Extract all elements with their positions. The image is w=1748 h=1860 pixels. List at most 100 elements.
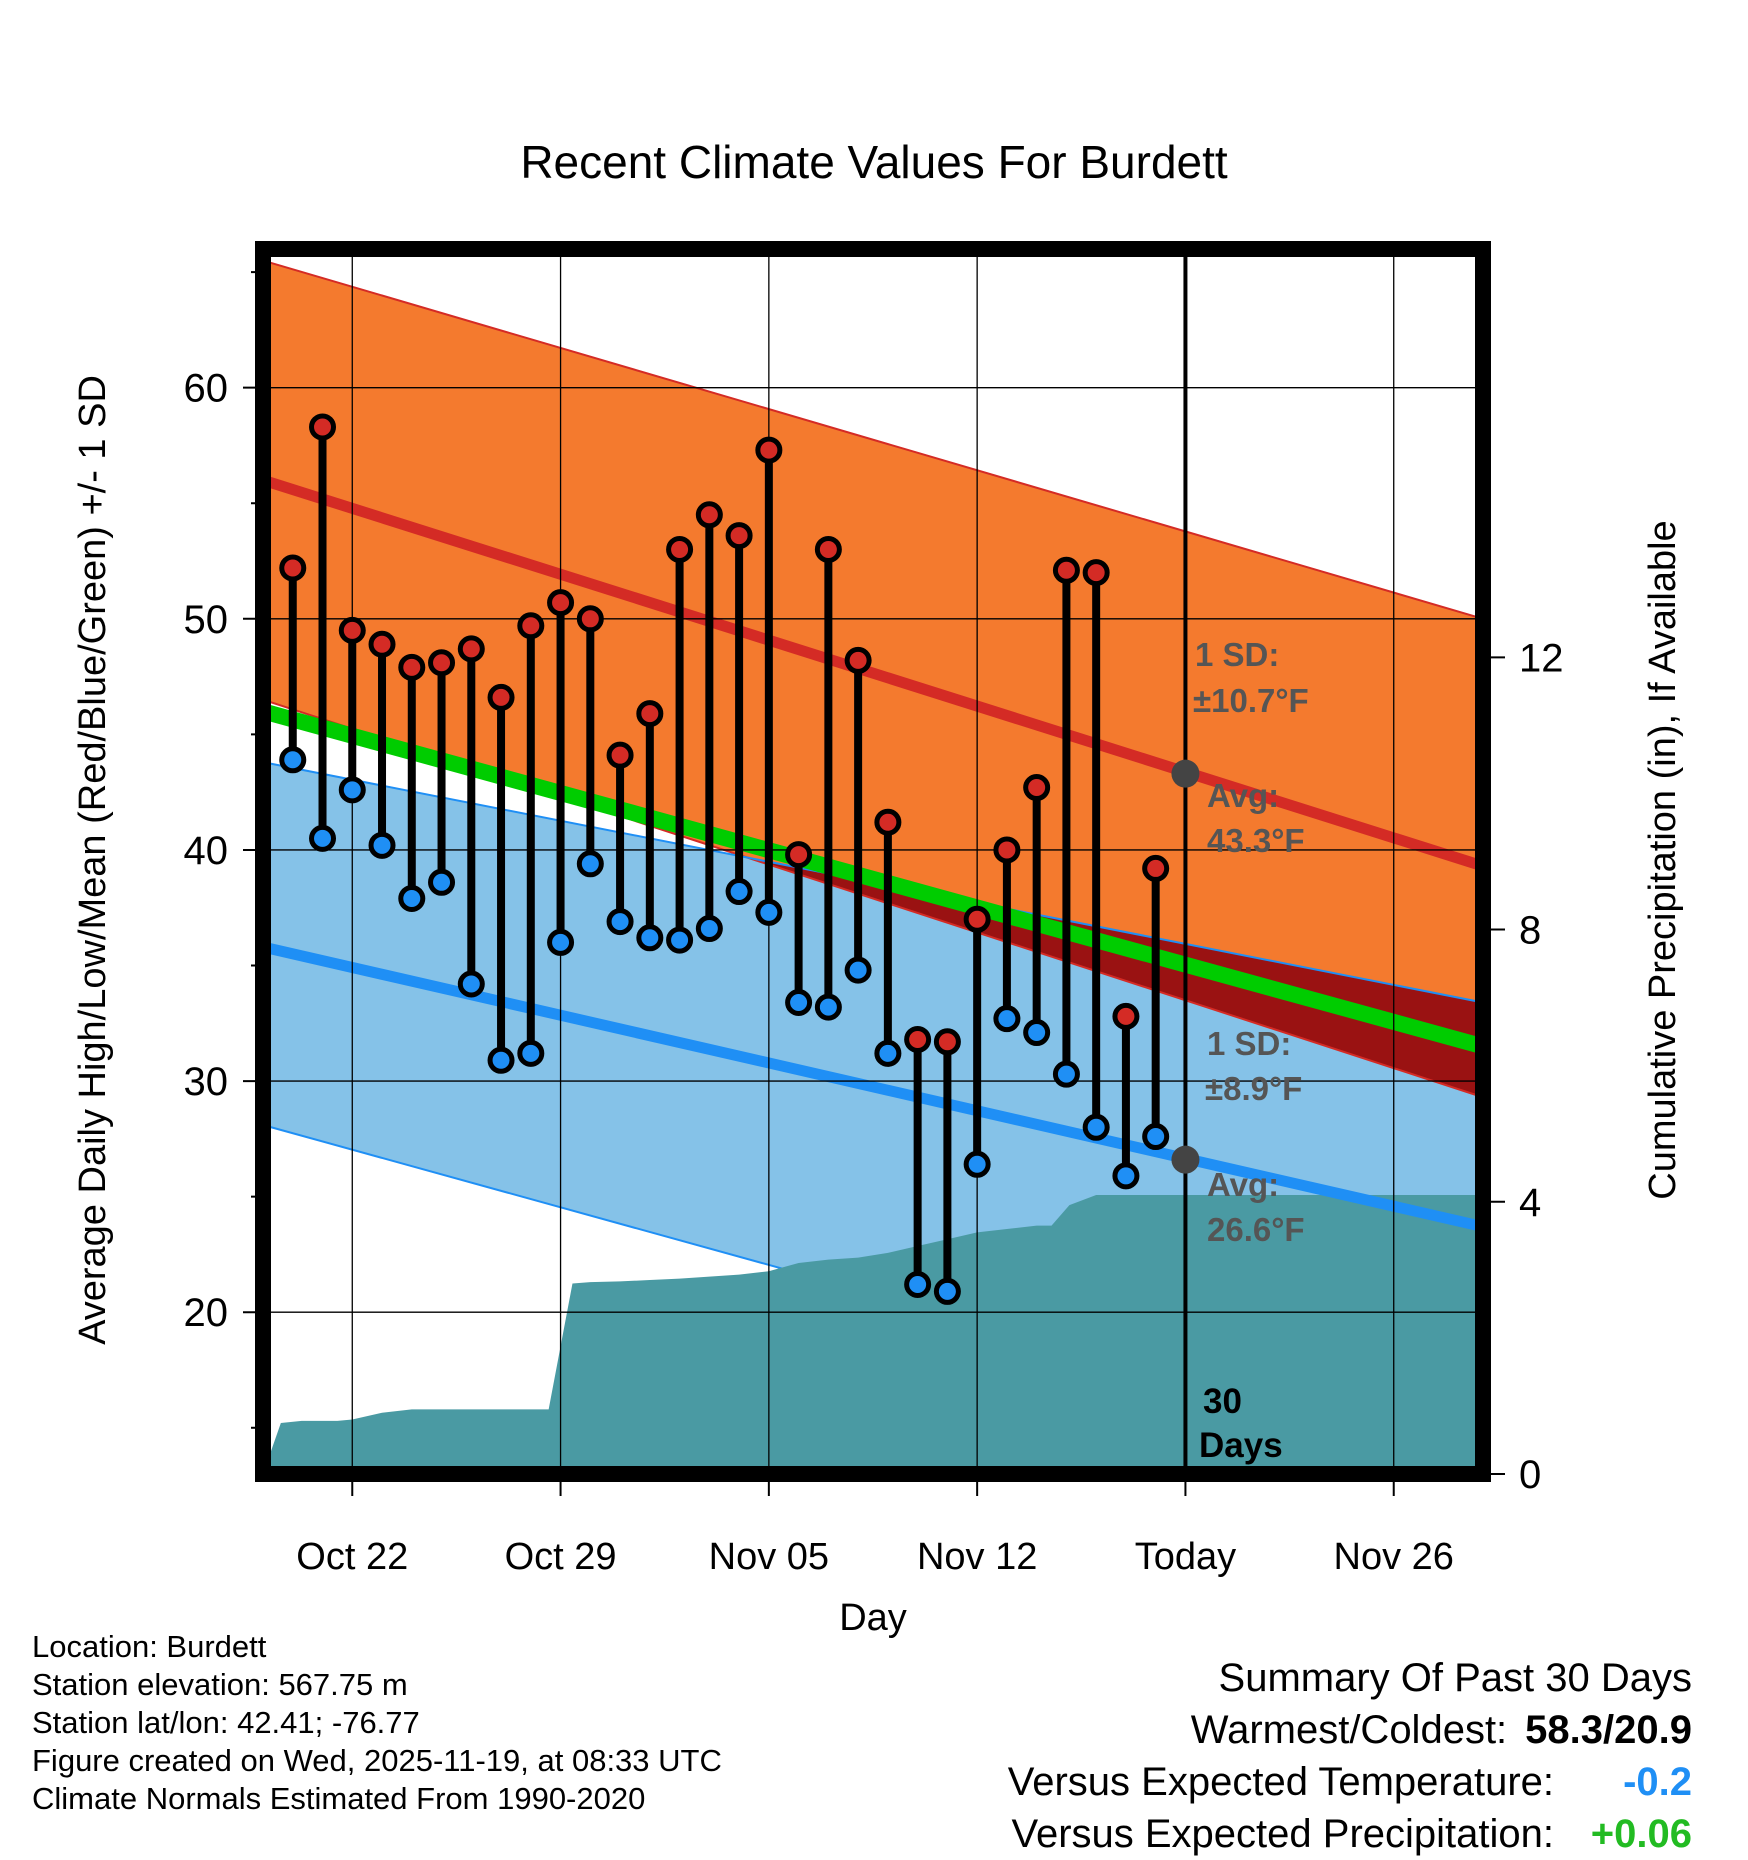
daily-low-point: [844, 956, 872, 984]
daily-high-point: [309, 413, 337, 441]
y-right-tick-label: 12: [1519, 636, 1564, 680]
daily-low-point: [785, 988, 813, 1016]
warmest-coldest-value: 58.3/20.9: [1525, 1708, 1692, 1752]
high-sd-upper-edge: [262, 259, 1484, 620]
latlon-text: Station lat/lon: 42.41; -76.77: [32, 1705, 420, 1740]
daily-low-point: [309, 824, 337, 852]
normal-high-sd-band: [263, 260, 1483, 1098]
y-left-tick-label: 40: [184, 829, 229, 873]
daily-low-point: [517, 1039, 545, 1067]
summary-panel: Summary Of Past 30 Days Warmest/Coldest:…: [1008, 1652, 1692, 1860]
daily-high-point: [1052, 556, 1080, 584]
elevation-text: Station elevation: 567.75 m: [32, 1667, 408, 1702]
normal-mean-line: [260, 703, 1486, 1055]
y-right-tick-label: 8: [1519, 909, 1541, 953]
daily-high-point: [279, 554, 307, 582]
today-days-count: 30: [1203, 1382, 1242, 1421]
daily-high-point: [725, 522, 753, 550]
daily-low-point: [487, 1046, 515, 1074]
summary-temp-row: Versus Expected Temperature: -0.2: [1008, 1756, 1692, 1808]
y-left-tick-label: 50: [184, 598, 229, 642]
daily-high-point: [933, 1028, 961, 1056]
daily-high-point: [963, 905, 991, 933]
daily-low-point: [368, 831, 396, 859]
daily-high-point: [517, 612, 545, 640]
y-left-tick-label: 20: [184, 1291, 229, 1335]
daily-low-point: [963, 1150, 991, 1178]
daily-low-point: [874, 1039, 902, 1067]
daily-high-point: [338, 616, 366, 644]
daily-low-point: [606, 908, 634, 936]
daily-low-point: [398, 884, 426, 912]
daily-low-point: [1112, 1162, 1140, 1190]
created-text: Figure created on Wed, 2025-11-19, at 08…: [32, 1743, 722, 1778]
x-tick-label: Nov 12: [917, 1536, 1037, 1578]
x-axis-title: Day: [839, 1597, 907, 1639]
daily-high-point: [785, 841, 813, 869]
low-avg-label: Avg:: [1207, 1166, 1279, 1203]
high-avg-label: Avg:: [1207, 777, 1279, 814]
daily-low-point: [1082, 1113, 1110, 1141]
y-left-tick-label: 30: [184, 1060, 229, 1104]
x-tick-label: Nov 05: [709, 1536, 829, 1578]
high-avg-value: 43.3°F: [1207, 822, 1305, 859]
daily-low-point: [1023, 1019, 1051, 1047]
temp-label: Versus Expected Temperature:: [1007, 1760, 1554, 1804]
y-left-tick-label: 60: [184, 367, 229, 411]
summary-precip-row: Versus Expected Precipitation: +0.06: [1008, 1808, 1692, 1860]
daily-high-point: [1023, 774, 1051, 802]
daily-low-point: [755, 898, 783, 926]
daily-high-point: [755, 436, 783, 464]
daily-high-point: [874, 808, 902, 836]
precip-label: Versus Expected Precipitation:: [1011, 1812, 1554, 1856]
daily-low-point: [1052, 1060, 1080, 1088]
daily-high-point: [1082, 559, 1110, 587]
low-sd-value: ±8.9°F: [1205, 1070, 1302, 1107]
warmest-coldest-label: Warmest/Coldest:: [1190, 1708, 1508, 1752]
daily-high-point: [1142, 854, 1170, 882]
x-tick-label: Today: [1135, 1536, 1236, 1578]
daily-high-point: [576, 605, 604, 633]
daily-high-point: [636, 700, 664, 728]
chart-title: Recent Climate Values For Burdett: [520, 136, 1228, 188]
low-avg-value: 26.6°F: [1207, 1211, 1305, 1248]
normals-text: Climate Normals Estimated From 1990-2020: [32, 1781, 646, 1816]
daily-low-point: [636, 924, 664, 952]
daily-high-point: [904, 1025, 932, 1053]
daily-high-point: [547, 589, 575, 617]
normal-high-line: [261, 474, 1485, 872]
y-right-axis-title: Cumulative Precipitation (in), If Availa…: [1642, 520, 1684, 1199]
station-info: Location: Burdett Station elevation: 567…: [32, 1628, 722, 1818]
daily-low-point: [666, 926, 694, 954]
daily-low-point: [993, 1005, 1021, 1033]
daily-high-point: [814, 535, 842, 563]
daily-low-point: [576, 850, 604, 878]
daily-high-point: [487, 683, 515, 711]
daily-high-point: [695, 501, 723, 529]
daily-high-point: [428, 649, 456, 677]
daily-high-point: [368, 630, 396, 658]
daily-low-point: [338, 776, 366, 804]
daily-high-point: [398, 653, 426, 681]
daily-low-point: [457, 970, 485, 998]
high-sd-value: ±10.7°F: [1193, 682, 1309, 719]
daily-low-point: [547, 928, 575, 956]
daily-high-point: [457, 635, 485, 663]
daily-low-point: [725, 878, 753, 906]
x-tick-label: Oct 22: [296, 1536, 408, 1578]
daily-high-point: [844, 646, 872, 674]
summary-heading: Summary Of Past 30 Days: [1218, 1656, 1692, 1700]
daily-high-point: [993, 836, 1021, 864]
daily-low-point: [904, 1270, 932, 1298]
precip-value: +0.06: [1590, 1812, 1692, 1856]
daily-low-point: [695, 915, 723, 943]
daily-high-point: [606, 741, 634, 769]
today-low-avg-marker: [1171, 1145, 1200, 1174]
y-left-axis-title: Average Daily High/Low/Mean (Red/Blue/Gr…: [72, 375, 114, 1345]
y-right-tick-label: 4: [1519, 1181, 1541, 1225]
daily-high-point: [666, 535, 694, 563]
today-high-avg-marker: [1171, 759, 1200, 788]
today-days-label: Days: [1199, 1426, 1283, 1465]
daily-low-point: [279, 746, 307, 774]
